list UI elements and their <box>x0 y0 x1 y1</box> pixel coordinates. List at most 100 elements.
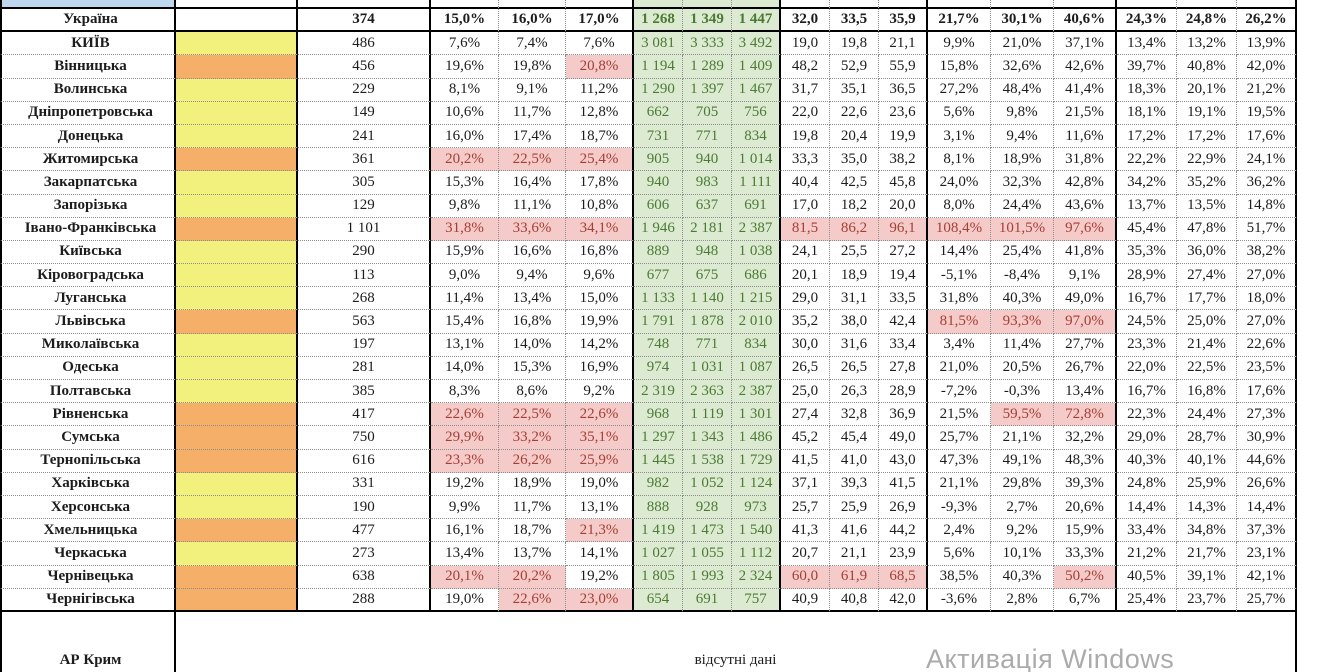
pct-cell[interactable]: 2,4% <box>928 519 991 543</box>
pct-cell[interactable]: 13,7% <box>499 542 566 566</box>
no-data-cell[interactable]: відсутні дані <box>176 611 1297 672</box>
pct-cell[interactable]: 9,1% <box>1054 264 1117 288</box>
green-value-cell[interactable]: 757 <box>732 588 781 612</box>
indicator-color-cell[interactable] <box>176 55 298 79</box>
pct-cell[interactable]: 17,0% <box>566 9 634 33</box>
num-cell[interactable]: 33,4 <box>879 333 928 357</box>
indicator-color-cell[interactable] <box>176 310 298 334</box>
pct-cell[interactable]: 8,6% <box>499 380 566 404</box>
pct-cell[interactable]: 24,5% <box>1117 310 1177 334</box>
pct-cell[interactable]: 2,7% <box>991 495 1054 520</box>
region-name-cell[interactable]: Чернівецька <box>0 565 176 589</box>
pct-cell[interactable]: 15,0% <box>566 287 634 311</box>
region-name-cell[interactable]: Вінницька <box>0 55 176 79</box>
pct-cell[interactable]: 8,1% <box>431 78 499 102</box>
count-cell[interactable]: 197 <box>298 333 431 357</box>
pct-cell[interactable]: 25,4% <box>1117 588 1177 612</box>
green-value-cell[interactable]: 1 290 <box>634 78 683 102</box>
pct-cell[interactable]: 28,7% <box>1177 426 1237 450</box>
pct-cell[interactable]: 19,6% <box>431 55 499 79</box>
green-value-cell[interactable]: 1 031 <box>683 356 732 380</box>
pct-cell[interactable]: 21,0% <box>991 32 1054 56</box>
pct-cell[interactable]: 17,4% <box>499 124 566 149</box>
green-value-cell[interactable]: 2 010 <box>732 310 781 334</box>
indicator-color-cell[interactable] <box>176 101 298 125</box>
green-value-cell[interactable]: 1 215 <box>732 287 781 311</box>
pct-cell[interactable]: 21,3% <box>566 519 634 543</box>
num-cell[interactable]: 35,9 <box>879 9 928 33</box>
pct-cell[interactable]: 20,6% <box>1054 495 1117 520</box>
region-name-cell[interactable]: Рівненська <box>0 403 176 427</box>
count-cell[interactable]: 486 <box>298 32 431 56</box>
green-value-cell[interactable]: 2 324 <box>732 565 781 589</box>
num-cell[interactable]: 18,2 <box>830 194 879 218</box>
pct-cell[interactable]: 35,1% <box>566 426 634 450</box>
indicator-color-cell[interactable] <box>176 588 298 612</box>
green-value-cell[interactable]: 983 <box>683 171 732 195</box>
pct-cell[interactable]: 12,8% <box>566 101 634 125</box>
pct-cell[interactable]: 10,8% <box>566 194 634 218</box>
pct-cell[interactable]: 18,9% <box>991 148 1054 172</box>
green-value-cell[interactable]: 968 <box>634 403 683 427</box>
num-cell[interactable]: 19,4 <box>879 264 928 288</box>
green-value-cell[interactable]: 1 397 <box>683 78 732 102</box>
green-value-cell[interactable]: 654 <box>634 588 683 612</box>
num-cell[interactable]: 32,8 <box>830 403 879 427</box>
pct-cell[interactable]: 26,6% <box>1237 472 1297 496</box>
pct-cell[interactable]: 40,1% <box>1177 449 1237 473</box>
green-value-cell[interactable]: 3 333 <box>683 32 732 56</box>
num-cell[interactable]: 41,6 <box>830 519 879 543</box>
pct-cell[interactable]: 43,6% <box>1054 194 1117 218</box>
pct-cell[interactable]: 22,3% <box>1117 403 1177 427</box>
pct-cell[interactable]: 25,7% <box>928 426 991 450</box>
num-cell[interactable]: 28,9 <box>879 380 928 404</box>
num-cell[interactable]: 81,5 <box>781 217 830 241</box>
pct-cell[interactable]: 15,3% <box>431 171 499 195</box>
pct-cell[interactable]: 11,4% <box>431 287 499 311</box>
pct-cell[interactable]: 25,9% <box>1177 472 1237 496</box>
pct-cell[interactable]: 28,9% <box>1117 264 1177 288</box>
num-cell[interactable]: 40,4 <box>781 171 830 195</box>
count-cell[interactable]: 616 <box>298 449 431 473</box>
pct-cell[interactable]: 22,6% <box>499 588 566 612</box>
pct-cell[interactable]: 7,4% <box>499 32 566 56</box>
count-cell[interactable]: 290 <box>298 240 431 265</box>
indicator-color-cell[interactable] <box>176 148 298 172</box>
num-cell[interactable]: 49,0 <box>879 426 928 450</box>
indicator-color-cell[interactable] <box>176 333 298 357</box>
pct-cell[interactable]: 24,8% <box>1117 472 1177 496</box>
pct-cell[interactable]: 16,8% <box>566 240 634 265</box>
pct-cell[interactable]: 16,7% <box>1117 380 1177 404</box>
green-value-cell[interactable]: 1 729 <box>732 449 781 473</box>
pct-cell[interactable]: 19,5% <box>1237 101 1297 125</box>
green-value-cell[interactable]: 905 <box>634 148 683 172</box>
pct-cell[interactable]: 16,1% <box>431 519 499 543</box>
pct-cell[interactable]: 29,8% <box>991 472 1054 496</box>
pct-cell[interactable]: 24,1% <box>1237 148 1297 172</box>
green-value-cell[interactable]: 1 140 <box>683 287 732 311</box>
region-name-cell[interactable]: Кіровоградська <box>0 264 176 288</box>
count-cell[interactable]: 638 <box>298 565 431 589</box>
green-value-cell[interactable]: 1 124 <box>732 472 781 496</box>
region-name-cell[interactable]: Волинська <box>0 78 176 102</box>
pct-cell[interactable]: 50,2% <box>1054 565 1117 589</box>
pct-cell[interactable]: 13,2% <box>1177 32 1237 56</box>
green-value-cell[interactable]: 974 <box>634 356 683 380</box>
green-value-cell[interactable]: 1 297 <box>634 426 683 450</box>
num-cell[interactable]: 33,5 <box>830 9 879 33</box>
pct-cell[interactable]: 19,0% <box>566 472 634 496</box>
pct-cell[interactable]: 39,3% <box>1054 472 1117 496</box>
pct-cell[interactable]: 21,5% <box>1054 101 1117 125</box>
pct-cell[interactable]: 40,3% <box>991 565 1054 589</box>
pct-cell[interactable]: 18,1% <box>1117 101 1177 125</box>
pct-cell[interactable]: 40,6% <box>1054 9 1117 33</box>
pct-cell[interactable]: 24,3% <box>1117 9 1177 33</box>
num-cell[interactable]: 33,5 <box>879 287 928 311</box>
region-name-cell[interactable]: Дніпропетровська <box>0 101 176 125</box>
pct-cell[interactable]: 20,2% <box>499 565 566 589</box>
pct-cell[interactable]: 14,4% <box>1237 495 1297 520</box>
num-cell[interactable]: 22,6 <box>830 101 879 125</box>
pct-cell[interactable]: 24,4% <box>1177 403 1237 427</box>
num-cell[interactable]: 31,1 <box>830 287 879 311</box>
green-value-cell[interactable]: 1 052 <box>683 472 732 496</box>
